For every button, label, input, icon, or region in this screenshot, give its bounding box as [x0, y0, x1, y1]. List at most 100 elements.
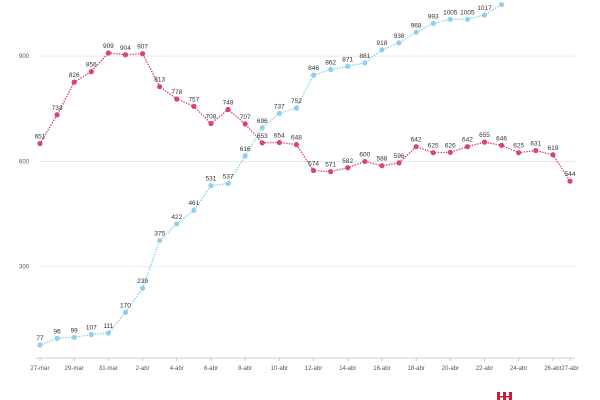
data-point [276, 139, 282, 146]
data-point [464, 16, 471, 22]
x-tick-label: 31-mar [99, 366, 118, 372]
data-label: 531 [206, 176, 217, 183]
data-label: 574 [308, 161, 319, 168]
data-point [345, 63, 351, 69]
data-label: 626 [445, 142, 456, 149]
data-label: 1005 [443, 9, 458, 16]
data-label: 646 [496, 135, 507, 142]
series-line-1 [39, 3, 503, 346]
data-point [208, 183, 214, 189]
data-label: 1017 [477, 5, 492, 12]
x-axis: 27-mar 29-mar 31-mar 2-abr 4-abr 6-abr 8-abr 10… [30, 357, 579, 372]
data-label: 582 [342, 158, 353, 165]
data-label: 651 [35, 134, 46, 141]
data-label: 708 [206, 114, 217, 121]
data-point [276, 110, 282, 116]
data-point [54, 335, 60, 341]
x-tick-label: 18-abr [407, 366, 424, 372]
x-tick-label: 8-abr [238, 366, 252, 372]
data-label: 77 [36, 335, 44, 342]
data-point [208, 120, 214, 127]
data-point [88, 69, 94, 75]
data-point [259, 125, 265, 131]
data-label: 752 [291, 98, 302, 105]
y-axis-ticks: 300 600 900 [19, 54, 30, 271]
data-label: 993 [428, 14, 439, 21]
data-label: 616 [240, 146, 251, 153]
data-label: 642 [411, 137, 422, 144]
data-label: 881 [359, 53, 370, 60]
data-label: 909 [103, 43, 114, 50]
data-label: 239 [137, 278, 148, 285]
data-point [345, 165, 351, 171]
data-label: 733 [52, 105, 63, 112]
data-label: 748 [223, 100, 234, 107]
data-label: 653 [257, 133, 268, 140]
x-tick-label: 14-abr [339, 366, 356, 372]
data-label: 856 [86, 62, 97, 69]
data-point [481, 139, 488, 145]
data-point [396, 40, 402, 46]
data-point [328, 169, 334, 175]
data-point [37, 342, 43, 348]
data-point [157, 84, 163, 90]
data-point [225, 180, 231, 187]
data-point [174, 96, 180, 102]
data-point [191, 103, 197, 109]
data-point [362, 158, 368, 165]
data-point [550, 152, 556, 158]
data-point [242, 121, 248, 127]
data-label: 571 [325, 162, 336, 169]
data-label: 588 [377, 156, 388, 163]
data-point [379, 47, 385, 53]
data-point [430, 150, 436, 156]
data-label: 170 [120, 302, 131, 309]
series-group [37, 1, 573, 348]
x-tick-label: 16-abr [373, 366, 390, 372]
brand-logo [497, 392, 512, 400]
data-point [105, 50, 111, 56]
data-point [139, 285, 146, 291]
data-label: 631 [530, 141, 541, 148]
data-point [567, 178, 573, 184]
data-label: 918 [377, 40, 388, 47]
data-point [225, 106, 231, 113]
data-point [122, 52, 129, 58]
data-label: 968 [411, 22, 422, 29]
data-point [259, 140, 265, 146]
data-label: 107 [86, 324, 97, 331]
y-tick-label: 300 [19, 265, 30, 271]
data-point [157, 237, 163, 244]
data-label: 111 [103, 323, 113, 330]
y-tick-label: 900 [19, 54, 30, 60]
data-label: 907 [137, 44, 148, 51]
data-point [328, 66, 334, 73]
data-point [293, 142, 300, 148]
x-tick-label: 2-abr [136, 366, 150, 372]
x-tick-label: 24-abr [510, 366, 527, 372]
data-label: 737 [274, 103, 285, 110]
data-point [105, 330, 111, 336]
data-point [447, 149, 453, 155]
data-point [122, 309, 129, 315]
data-point [191, 207, 197, 213]
data-label: 904 [120, 45, 131, 52]
data-label: 862 [325, 59, 336, 66]
x-tick-label: 12-abr [305, 366, 322, 372]
x-tick-label: 27-abr [561, 366, 578, 372]
x-tick-label: 20-abr [442, 366, 459, 372]
data-label: 461 [188, 200, 199, 207]
data-label: 625 [513, 143, 524, 150]
data-label: 596 [394, 153, 405, 160]
x-tick-label: 4-abr [170, 366, 184, 372]
data-point [447, 16, 453, 22]
data-label: 1005 [460, 9, 475, 16]
data-label: 871 [342, 56, 353, 63]
data-point [464, 144, 471, 150]
data-point [54, 112, 60, 118]
data-label: 537 [223, 174, 234, 181]
data-point [533, 147, 539, 154]
data-point [499, 142, 505, 148]
data-point [396, 160, 402, 166]
